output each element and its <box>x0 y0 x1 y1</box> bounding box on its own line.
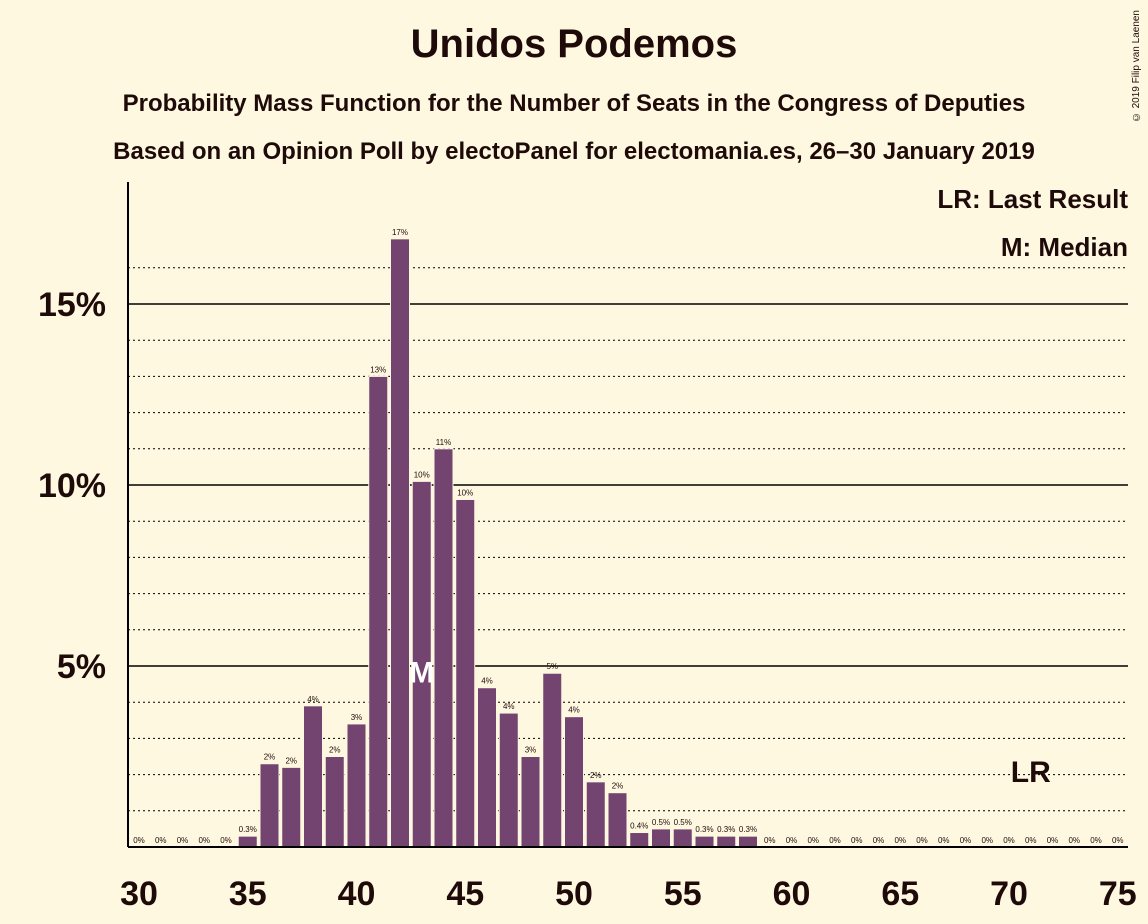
x-tick-label: 30 <box>120 875 158 913</box>
bar-seat-45 <box>455 498 476 848</box>
bar-seat-40 <box>346 723 367 848</box>
bar-seat-35 <box>237 835 258 848</box>
chart-subtitle-source: Based on an Opinion Poll by electoPanel … <box>113 138 1035 165</box>
legend-last-result: LR: Last Result <box>937 184 1128 214</box>
x-tick-label: 65 <box>881 875 919 913</box>
data-label: 0% <box>1003 836 1015 845</box>
data-label: 2% <box>285 756 297 765</box>
data-label: 2% <box>264 753 276 762</box>
data-label: 0% <box>981 836 993 845</box>
data-label: 10% <box>457 488 473 497</box>
data-label: 0% <box>829 836 841 845</box>
bar-seat-47 <box>498 712 519 848</box>
data-label: 0.3% <box>695 825 713 834</box>
bar-seat-53 <box>629 832 650 848</box>
data-label: 0% <box>133 836 145 845</box>
bar-seat-49 <box>542 672 563 848</box>
chart-subtitle: Probability Mass Function for the Number… <box>122 90 1026 117</box>
bar-seat-38 <box>303 705 323 848</box>
data-label: 0% <box>851 836 863 845</box>
data-label: 17% <box>392 228 408 237</box>
data-label: 0.3% <box>239 825 257 834</box>
x-tick-label: 70 <box>990 875 1028 913</box>
legend-median: M: Median <box>1000 232 1128 262</box>
data-label: 0% <box>764 836 776 845</box>
bar-seat-44 <box>433 448 454 848</box>
data-label: 3% <box>351 713 363 722</box>
data-label: 4% <box>481 677 493 686</box>
data-label: 0% <box>786 836 798 845</box>
data-label: 0% <box>1090 836 1102 845</box>
data-label: 2% <box>612 782 624 791</box>
data-label: 0% <box>177 836 189 845</box>
data-label: 5% <box>546 662 558 671</box>
data-label: 13% <box>370 365 386 374</box>
bar-seat-58 <box>738 835 758 848</box>
bar-seat-46 <box>477 687 497 848</box>
x-tick-label: 50 <box>555 875 593 913</box>
data-label: 0% <box>1068 836 1080 845</box>
x-tick-label: 55 <box>664 875 702 913</box>
data-label: 0.3% <box>739 825 757 834</box>
data-label: 0% <box>960 836 972 845</box>
data-label: 4% <box>503 702 515 711</box>
data-label: 0% <box>198 836 210 845</box>
data-label: 0% <box>938 836 950 845</box>
data-label: 2% <box>590 771 602 780</box>
chart-title: Unidos Podemos <box>410 22 738 66</box>
data-label: 0% <box>1112 836 1124 845</box>
x-tick-label: 35 <box>229 875 267 913</box>
last-result-marker: LR <box>1011 756 1051 789</box>
data-label: 0% <box>155 836 167 845</box>
bar-seat-56 <box>694 835 715 848</box>
bar-seat-41 <box>368 375 389 848</box>
data-label: 0% <box>1047 836 1059 845</box>
bar-seat-42 <box>390 238 410 848</box>
data-label: 0% <box>916 836 928 845</box>
x-tick-label: 60 <box>773 875 811 913</box>
x-tick-label: 45 <box>446 875 484 913</box>
bar-seat-36 <box>259 763 280 848</box>
data-label: 3% <box>525 746 537 755</box>
x-tick-label: 40 <box>338 875 376 913</box>
data-label: 0% <box>1025 836 1037 845</box>
data-label: 4% <box>568 706 580 715</box>
data-label: 0.3% <box>717 825 735 834</box>
bar-seat-52 <box>607 792 628 848</box>
data-label: 0.4% <box>630 822 648 831</box>
data-label: 11% <box>436 438 451 447</box>
data-label: 0% <box>220 836 232 845</box>
bar-seat-55 <box>672 828 693 848</box>
data-label: 0.5% <box>652 818 670 827</box>
data-label: 0% <box>807 836 819 845</box>
data-label: 2% <box>329 746 341 755</box>
data-label: 0% <box>894 836 906 845</box>
bar-seat-57 <box>716 835 737 848</box>
median-marker: M <box>409 656 434 689</box>
data-label: 4% <box>307 695 319 704</box>
data-label: 10% <box>414 470 430 479</box>
bar-seat-37 <box>281 766 302 848</box>
x-tick-label: 75 <box>1099 875 1137 913</box>
bar-seat-39 <box>324 756 345 848</box>
bar-seat-50 <box>564 716 584 848</box>
bar-seat-54 <box>651 828 671 848</box>
data-label: 0% <box>873 836 885 845</box>
bar-seat-48 <box>520 756 541 848</box>
bar-seat-51 <box>585 781 606 848</box>
y-tick-label: 5% <box>57 648 106 686</box>
y-tick-label: 15% <box>38 286 106 324</box>
y-tick-label: 10% <box>38 467 106 505</box>
data-label: 0.5% <box>674 818 692 827</box>
